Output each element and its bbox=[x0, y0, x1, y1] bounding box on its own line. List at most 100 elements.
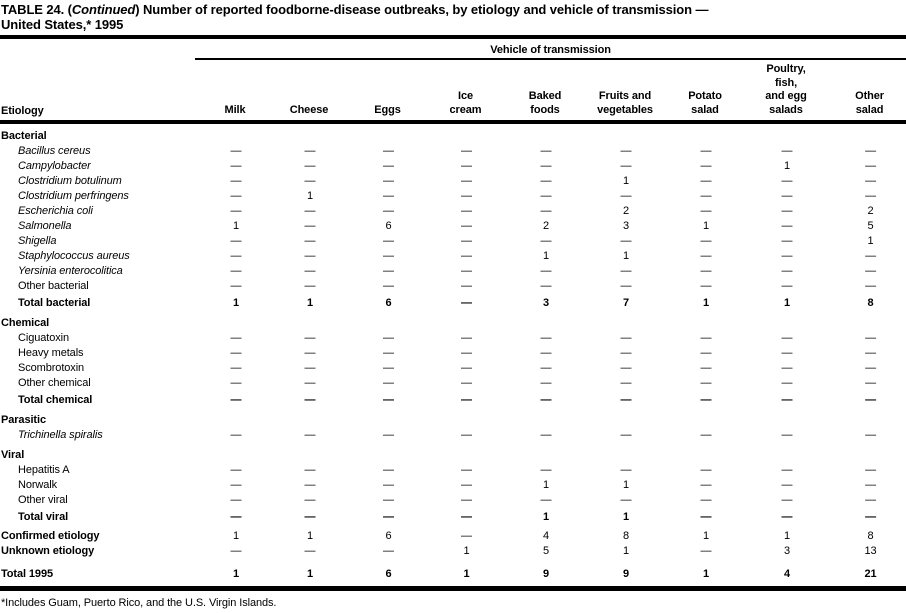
cell-value: 8 bbox=[622, 530, 630, 542]
row-label: Trichinella spiralis bbox=[18, 429, 103, 441]
cell-value: — bbox=[304, 175, 316, 187]
column-header-row: Milk Cheese Eggs Ice cream Baked foods Fruits a… bbox=[0, 59, 906, 124]
cell-value: — bbox=[865, 511, 876, 523]
column-header-line: salad bbox=[855, 103, 884, 116]
cell-value: — bbox=[383, 347, 394, 359]
cell-value: — bbox=[700, 545, 712, 557]
row-label: Heavy metals bbox=[18, 347, 84, 359]
cell-value: — bbox=[700, 205, 712, 217]
row-label: Total chemical bbox=[18, 394, 93, 406]
cell-value: — bbox=[781, 265, 793, 277]
cell-value: — bbox=[865, 250, 876, 262]
table-row: Hepatitis A — — — — — — — — — bbox=[0, 463, 906, 478]
cell-value: — bbox=[700, 145, 712, 157]
cell-value bbox=[579, 408, 659, 428]
cell-value: — bbox=[700, 429, 712, 441]
table-row: Clostridium botulinum — — — — — 1 — — — bbox=[0, 174, 906, 189]
cell-value: 9 bbox=[579, 559, 659, 591]
cell-value: — bbox=[620, 332, 632, 344]
cell-value: — bbox=[781, 464, 793, 476]
cell-value: — bbox=[620, 160, 632, 172]
cell-value bbox=[420, 311, 499, 331]
cell-value: — bbox=[461, 160, 472, 172]
column-header-line: Eggs bbox=[374, 103, 401, 116]
cell-value bbox=[343, 311, 420, 331]
cell-value: 1 bbox=[867, 235, 874, 247]
cell-value: 6 bbox=[385, 297, 392, 309]
cell-value: — bbox=[304, 545, 316, 557]
cell-value: — bbox=[620, 347, 632, 359]
cell-value: — bbox=[865, 265, 876, 277]
cell-value: 1 bbox=[622, 250, 630, 262]
cell-value: — bbox=[700, 362, 712, 374]
cell-value: — bbox=[865, 175, 876, 187]
cell-value: — bbox=[461, 175, 472, 187]
row-label: Shigella bbox=[18, 235, 57, 247]
cell-value: — bbox=[230, 250, 242, 262]
cell-value: — bbox=[383, 250, 394, 262]
table-row: Bacterial bbox=[0, 122, 906, 144]
cell-value: 2 bbox=[542, 220, 550, 232]
table-row: Total viral — — — — 1 1 — — — bbox=[0, 508, 906, 525]
cell-value: — bbox=[700, 494, 712, 506]
cell-value: — bbox=[461, 479, 472, 491]
cell-value: — bbox=[304, 377, 316, 389]
cell-value: 1 bbox=[306, 297, 314, 309]
cell-value: — bbox=[865, 280, 876, 292]
table-row: Unknown etiology — — — 1 5 1 — 3 13 bbox=[0, 544, 906, 559]
cell-value bbox=[499, 122, 579, 144]
cell-value: — bbox=[540, 190, 552, 202]
outbreaks-table: Etiology Vehicle of transmission Milk Che… bbox=[0, 39, 906, 591]
cell-value: — bbox=[230, 394, 242, 406]
cell-value: 1 bbox=[783, 530, 791, 542]
cell-value: — bbox=[461, 464, 472, 476]
cell-value bbox=[343, 408, 420, 428]
table-row: Trichinella spiralis — — — — — — — — — bbox=[0, 428, 906, 443]
table-row: Salmonella 1 — 6 — 2 3 1 — 5 bbox=[0, 219, 906, 234]
cell-value bbox=[579, 311, 659, 331]
cell-value: — bbox=[540, 362, 552, 374]
table-row: Ciguatoxin — — — — — — — — — bbox=[0, 331, 906, 346]
cell-value: — bbox=[700, 250, 712, 262]
cell-value: — bbox=[461, 429, 472, 441]
cell-value bbox=[659, 122, 739, 144]
cell-value: — bbox=[781, 220, 793, 232]
cell-value: — bbox=[700, 347, 712, 359]
cell-value: 1 bbox=[463, 545, 470, 557]
footnote: *Includes Guam, Puerto Rico, and the U.S… bbox=[1, 597, 277, 609]
cell-value: 1 bbox=[702, 530, 710, 542]
table-row: Heavy metals — — — — — — — — — bbox=[0, 346, 906, 361]
cell-value: — bbox=[865, 479, 876, 491]
cell-value: — bbox=[865, 362, 876, 374]
cell-value: — bbox=[304, 235, 316, 247]
cell-value: — bbox=[304, 479, 316, 491]
column-header: Potato salad bbox=[659, 59, 739, 124]
cell-value: — bbox=[781, 394, 793, 406]
cell-value bbox=[420, 408, 499, 428]
cell-value: 1 bbox=[306, 530, 314, 542]
cell-value: — bbox=[865, 464, 876, 476]
cell-value bbox=[821, 122, 906, 144]
column-header-line: salad bbox=[691, 103, 719, 116]
table-title: TABLE 24. (Continued) Number of reported… bbox=[0, 0, 906, 39]
cell-value: — bbox=[304, 429, 316, 441]
cell-value: — bbox=[700, 190, 712, 202]
cell-value: — bbox=[230, 190, 242, 202]
cell-value bbox=[821, 408, 906, 428]
cell-value: — bbox=[865, 394, 876, 406]
cell-value: — bbox=[700, 235, 712, 247]
cell-value: — bbox=[383, 377, 394, 389]
cell-value: — bbox=[461, 250, 472, 262]
row-label: Total viral bbox=[18, 511, 69, 523]
cell-value: 1 bbox=[783, 160, 791, 172]
cell-value: — bbox=[304, 160, 316, 172]
cell-value: 4 bbox=[739, 559, 821, 591]
table-row: Parasitic bbox=[0, 408, 906, 428]
cell-value bbox=[195, 443, 263, 463]
cell-value bbox=[739, 408, 821, 428]
cell-value: — bbox=[383, 494, 394, 506]
cell-value: 3 bbox=[622, 220, 630, 232]
row-label: Chemical bbox=[1, 317, 50, 329]
row-label: Campylobacter bbox=[18, 160, 91, 172]
